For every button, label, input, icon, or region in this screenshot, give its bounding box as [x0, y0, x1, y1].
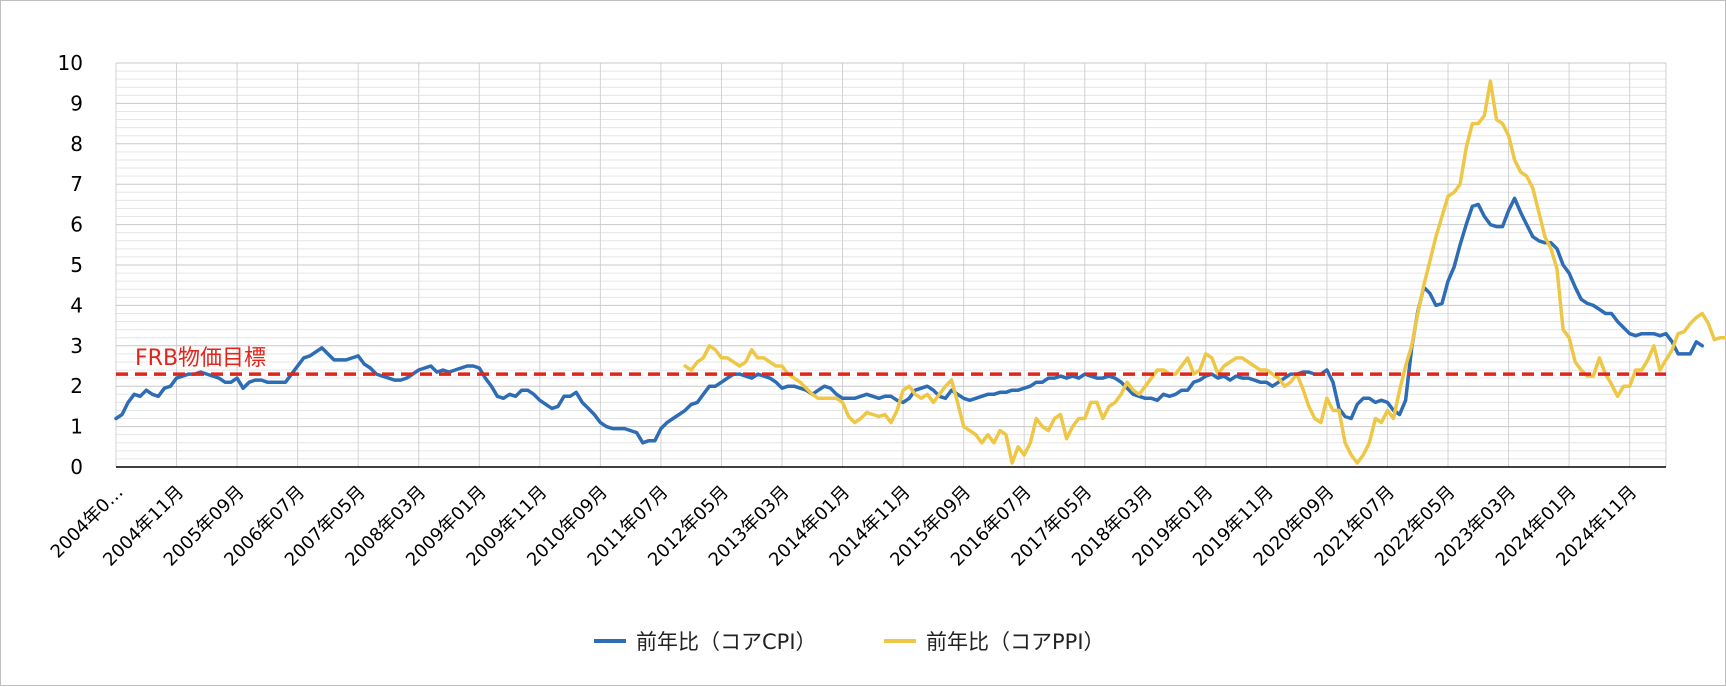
- y-tick-label: 5: [70, 253, 83, 277]
- y-tick-label: 0: [70, 455, 83, 479]
- series-layer: [114, 79, 1726, 465]
- chart-legend: 前年比（コアCPI） 前年比（コアPPI）: [594, 630, 1105, 654]
- legend-item-core-cpi: 前年比（コアCPI）: [594, 630, 817, 654]
- major-gridlines: [116, 62, 1666, 428]
- x-axis-tick-labels: 2004年0…2004年11月2005年09月2006年07月2007年05月2…: [47, 482, 1641, 571]
- y-tick-label: 2: [70, 374, 83, 398]
- y-axis-tick-labels: 0 1 2 3 4 5 6 7 8 9 10: [58, 51, 83, 479]
- legend-item-core-ppi: 前年比（コアPPI）: [884, 630, 1105, 654]
- legend-label-core-cpi: 前年比（コアCPI）: [636, 630, 817, 654]
- y-tick-label: 4: [70, 293, 83, 317]
- y-tick-label: 7: [70, 172, 83, 196]
- legend-label-core-ppi: 前年比（コアPPI）: [926, 630, 1105, 654]
- frb-target-label: FRB物価目標: [135, 346, 266, 371]
- y-tick-label: 8: [70, 132, 83, 156]
- series-core-ppi-line: [683, 79, 1726, 465]
- y-tick-label: 1: [70, 415, 83, 439]
- y-tick-label: 10: [58, 51, 83, 75]
- minor-gridlines: [116, 70, 1666, 460]
- y-tick-label: 3: [70, 334, 83, 358]
- series-core-cpi-line: [114, 196, 1705, 445]
- y-tick-label: 6: [70, 213, 83, 237]
- y-tick-label: 9: [70, 91, 83, 115]
